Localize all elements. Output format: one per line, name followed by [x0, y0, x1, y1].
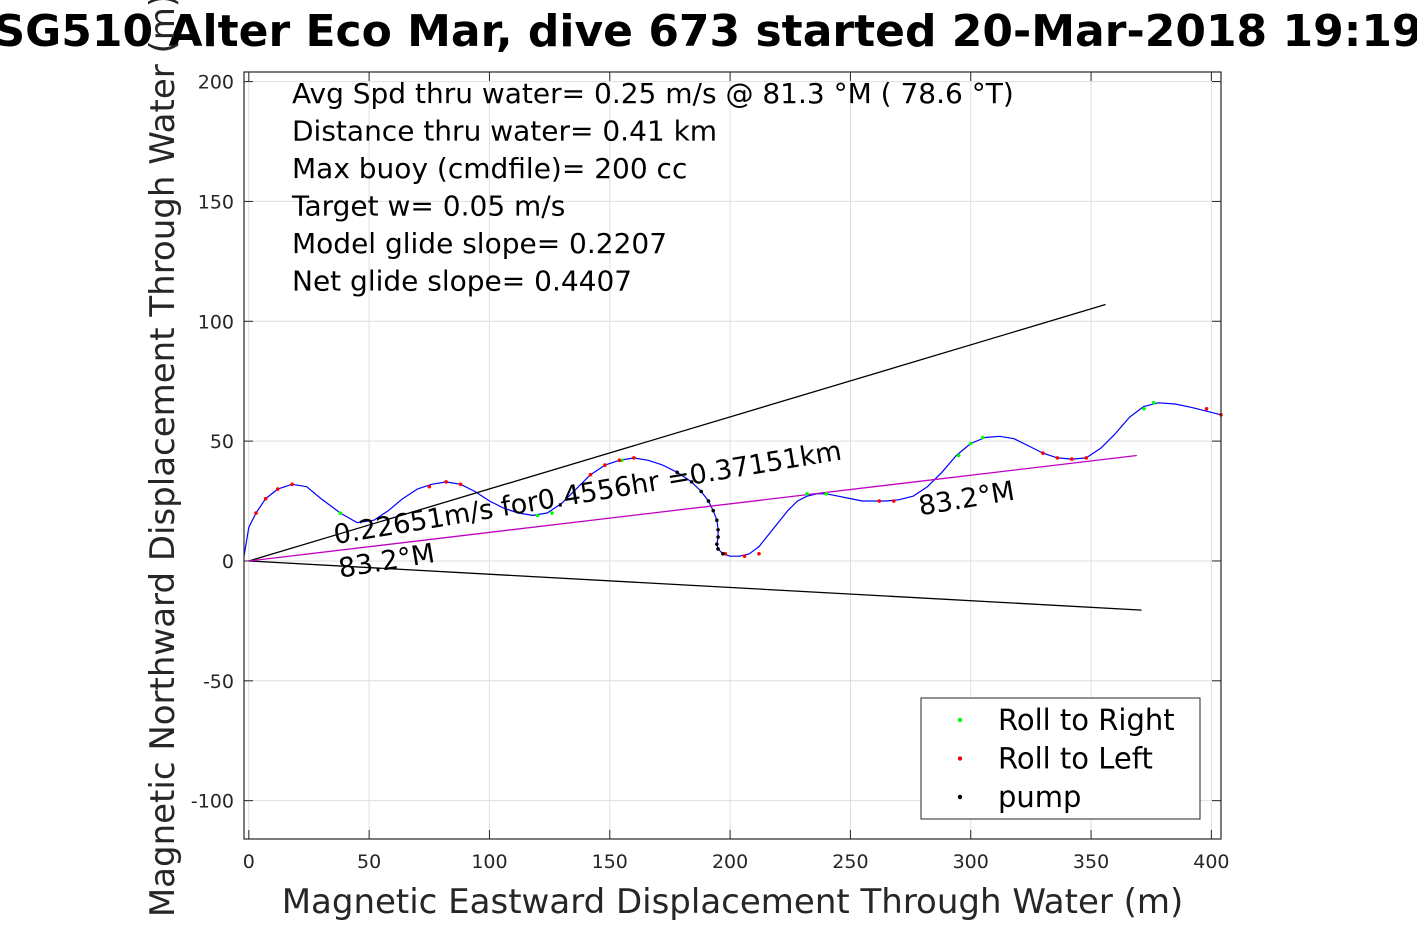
x-tick-label: 350	[1073, 851, 1109, 873]
point-pump	[689, 480, 694, 484]
x-tick-label: 100	[471, 851, 507, 873]
point-pump	[721, 551, 725, 556]
point-roll-to-right	[956, 453, 961, 458]
point-roll-to-right	[980, 435, 985, 440]
point-pump	[716, 547, 720, 551]
stat-line: Net glide slope= 0.4407	[292, 265, 632, 298]
point-roll-to-left	[458, 482, 463, 487]
x-tick-label: 400	[1193, 851, 1229, 873]
legend-marker	[957, 756, 963, 761]
point-roll-to-left	[254, 511, 258, 515]
legend-marker	[957, 717, 963, 723]
axis-ticks: 0 50 100 150 200 250 300 350 400 -100 -50 0 50 100 150…	[191, 72, 1230, 873]
point-roll-to-right	[338, 511, 343, 515]
point-roll-to-left	[603, 463, 607, 467]
y-tick-label: -50	[203, 671, 234, 693]
stat-line: Distance thru water= 0.41 km	[292, 115, 717, 148]
point-roll-to-left	[891, 499, 896, 503]
point-roll-to-right	[968, 441, 973, 446]
point-roll-to-left	[617, 458, 622, 463]
point-roll-to-left	[632, 456, 636, 460]
series-glide-upper	[248, 303, 1106, 562]
point-pump	[715, 518, 719, 523]
point-roll-to-left	[1055, 456, 1060, 460]
stat-line: Avg Spd thru water= 0.25 m/s @ 81.3 °M (…	[292, 77, 1014, 110]
series-layer	[243, 303, 1223, 611]
point-roll-to-right	[550, 511, 554, 515]
point-roll-to-left	[877, 499, 882, 503]
point-roll-to-left	[1204, 406, 1209, 411]
point-pump	[675, 470, 679, 475]
chart-title: SG510 Alter Eco Mar, dive 673 started 20…	[0, 6, 1417, 57]
point-roll-to-left	[427, 484, 432, 489]
series-glide-lower	[248, 560, 1142, 611]
legend-entry: pump	[998, 780, 1081, 814]
point-pump	[716, 535, 720, 539]
point-pump	[716, 528, 720, 532]
y-tick-label: -100	[191, 791, 234, 813]
y-tick-label: 150	[198, 191, 234, 213]
legend: Roll to Right Roll to Left pump	[920, 697, 1201, 820]
x-axis-label: Magnetic Eastward Displacement Through W…	[282, 882, 1184, 922]
legend-marker	[957, 794, 963, 800]
y-axis-label: Magnetic Northward Displacement Through …	[143, 0, 183, 917]
point-roll-to-left	[757, 551, 761, 556]
y-tick-label: 50	[210, 431, 234, 453]
point-pump	[706, 499, 711, 503]
y-tick-label: 0	[222, 551, 234, 573]
y-tick-label: 100	[198, 311, 234, 333]
point-roll-to-left	[263, 496, 268, 501]
legend-entry: Roll to Right	[998, 703, 1175, 737]
x-tick-label: 300	[953, 851, 989, 873]
legend-box	[920, 697, 1201, 820]
point-roll-to-left	[444, 480, 448, 484]
x-tick-label: 150	[592, 851, 628, 873]
x-tick-label: 200	[712, 851, 748, 873]
point-pump	[711, 508, 716, 513]
x-tick-label: 0	[243, 851, 255, 873]
point-roll-to-right	[535, 513, 540, 518]
stat-line: Model glide slope= 0.2207	[292, 227, 667, 260]
plot-area: 0 50 100 150 200 250 300 350 400 -100 -50 0 50 100 150…	[191, 71, 1230, 873]
y-tick-label: 200	[198, 72, 234, 94]
point-roll-to-left	[290, 482, 294, 487]
stat-line: Target w= 0.05 m/s	[291, 190, 565, 223]
point-roll-to-left	[588, 472, 593, 477]
stats-block: Avg Spd thru water= 0.25 m/s @ 81.3 °M (…	[291, 77, 1014, 298]
axes-frame	[243, 71, 1222, 840]
series-track	[243, 402, 1222, 557]
x-tick-label: 250	[832, 851, 868, 873]
point-pump	[715, 542, 719, 546]
series-net-track	[248, 454, 1137, 562]
stat-line: Max buoy (cmdfile)= 200 cc	[292, 152, 687, 185]
point-roll-to-right	[824, 492, 829, 496]
point-roll-to-right	[1151, 400, 1156, 405]
point-roll-to-left	[1070, 457, 1074, 461]
point-roll-to-left	[275, 487, 280, 491]
point-roll-to-left	[1041, 451, 1045, 455]
point-roll-to-right	[1142, 406, 1146, 411]
x-tick-label: 50	[357, 851, 381, 873]
legend-entry: Roll to Left	[998, 742, 1153, 776]
point-roll-to-right	[805, 492, 809, 496]
point-roll-to-left	[742, 554, 747, 558]
point-roll-to-left	[1084, 456, 1089, 460]
point-pump	[699, 489, 704, 494]
